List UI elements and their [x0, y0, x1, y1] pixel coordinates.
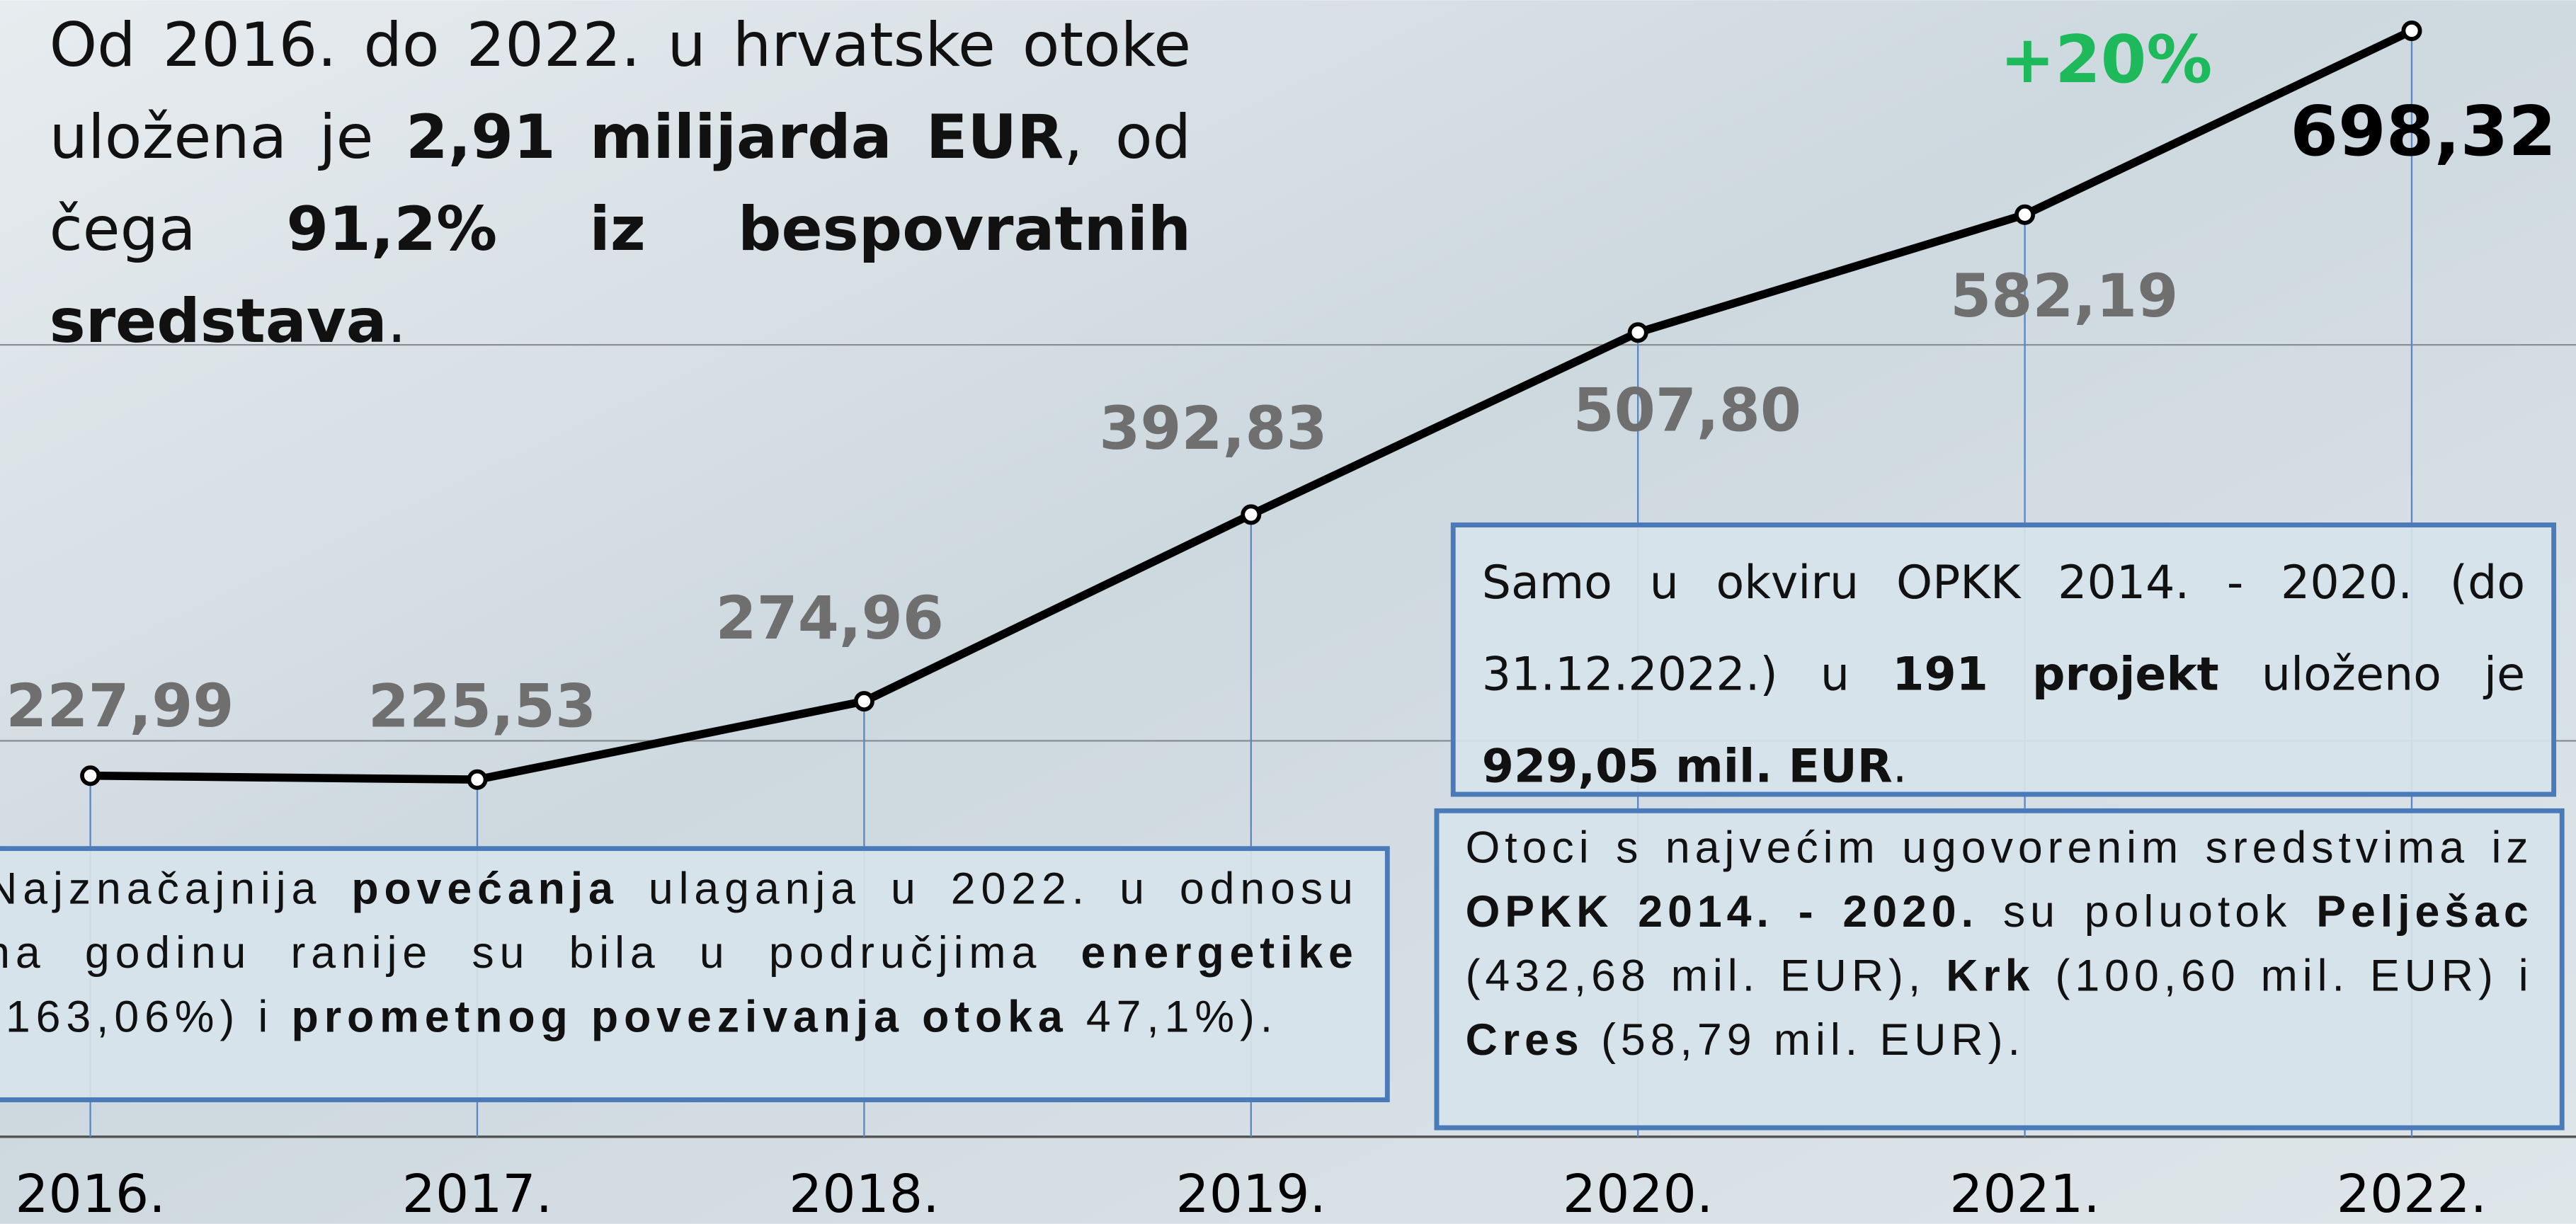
bold-text: prometnog povezivanja otoka: [292, 993, 1068, 1042]
x-tick-label: 2016.: [15, 1163, 166, 1224]
data-point: [82, 767, 98, 784]
chart: Od 2016. do 2022. u hrvatske otoke ulože…: [0, 0, 2576, 1224]
opkk-box: Samo u okviru OPKK 2014. - 2020. (do 31.…: [1451, 522, 2556, 796]
x-tick-label: 2020.: [1563, 1163, 1714, 1224]
opkk-text: Samo u okviru OPKK 2014. - 2020. (do 31.…: [1451, 522, 2556, 796]
value-label: 225,53: [368, 672, 596, 741]
text: (100,60 mil. EUR) i: [2035, 951, 2534, 1001]
x-tick-label: 2018.: [789, 1163, 940, 1224]
data-point: [1630, 324, 1646, 341]
data-point: [2017, 207, 2033, 223]
value-label: 582,19: [1950, 261, 2178, 331]
text: (432,68 mil. EUR),: [1466, 951, 1947, 1001]
x-tick-label: 2021.: [1949, 1163, 2100, 1224]
data-point: [2403, 23, 2420, 39]
page: Od 2016. do 2022. u hrvatske otoke ulože…: [0, 0, 2576, 1224]
text: Otoci s najvećim ugovorenim sredstvima i…: [1466, 823, 2534, 873]
intro-box: Od 2016. do 2022. u hrvatske otoke ulože…: [50, 0, 1192, 353]
annotation: +20%: [2000, 21, 2212, 98]
value-label: 507,80: [1573, 376, 1801, 445]
x-tick-label: 2019.: [1176, 1163, 1327, 1224]
value-label: 698,32: [2290, 91, 2556, 171]
bold-text: povećanja: [351, 864, 618, 914]
text: (163,06%) i: [0, 993, 292, 1042]
text: 47,1%).: [1068, 993, 1278, 1042]
text: (58,79 mil. EUR).: [1584, 1015, 2025, 1065]
islands-text: Otoci s najvećim ugovorenim sredstvima i…: [1434, 808, 2564, 1131]
x-tick-label: 2017.: [402, 1163, 553, 1224]
increases-box: Najznačajnija povećanja ulaganja u 2022.…: [0, 846, 1390, 1102]
value-label: 392,83: [1099, 394, 1327, 463]
bold-text: Krk: [1946, 951, 2034, 1001]
data-point: [856, 693, 872, 709]
increases-text: Najznačajnija povećanja ulaganja u 2022.…: [0, 846, 1390, 1102]
text: uloženo je: [2219, 647, 2525, 702]
text: Najznačajnija: [0, 864, 351, 914]
text: su poluotok: [1978, 887, 2316, 937]
data-point: [469, 772, 485, 788]
bold-text: Cres: [1466, 1015, 1584, 1065]
bold-text: Pelješac: [2316, 887, 2533, 937]
bold-text: energetike: [1081, 928, 1358, 978]
value-label: 274,96: [716, 583, 944, 653]
bold-text: 2,91 milijarda EUR: [406, 102, 1064, 173]
bold-text: 191 projekt: [1892, 647, 2219, 702]
value-label: 227,99: [6, 671, 234, 740]
data-point: [1243, 506, 1259, 522]
text: .: [1893, 739, 1908, 794]
bold-text: 929,05 mil. EUR: [1482, 739, 1893, 794]
islands-box: Otoci s najvećim ugovorenim sredstvima i…: [1434, 808, 2564, 1131]
x-tick-label: 2022.: [2337, 1163, 2487, 1224]
intro-text: Od 2016. do 2022. u hrvatske otoke ulože…: [50, 0, 1192, 353]
bold-text: OPKK 2014. - 2020.: [1466, 887, 1978, 937]
text: .: [387, 286, 406, 353]
